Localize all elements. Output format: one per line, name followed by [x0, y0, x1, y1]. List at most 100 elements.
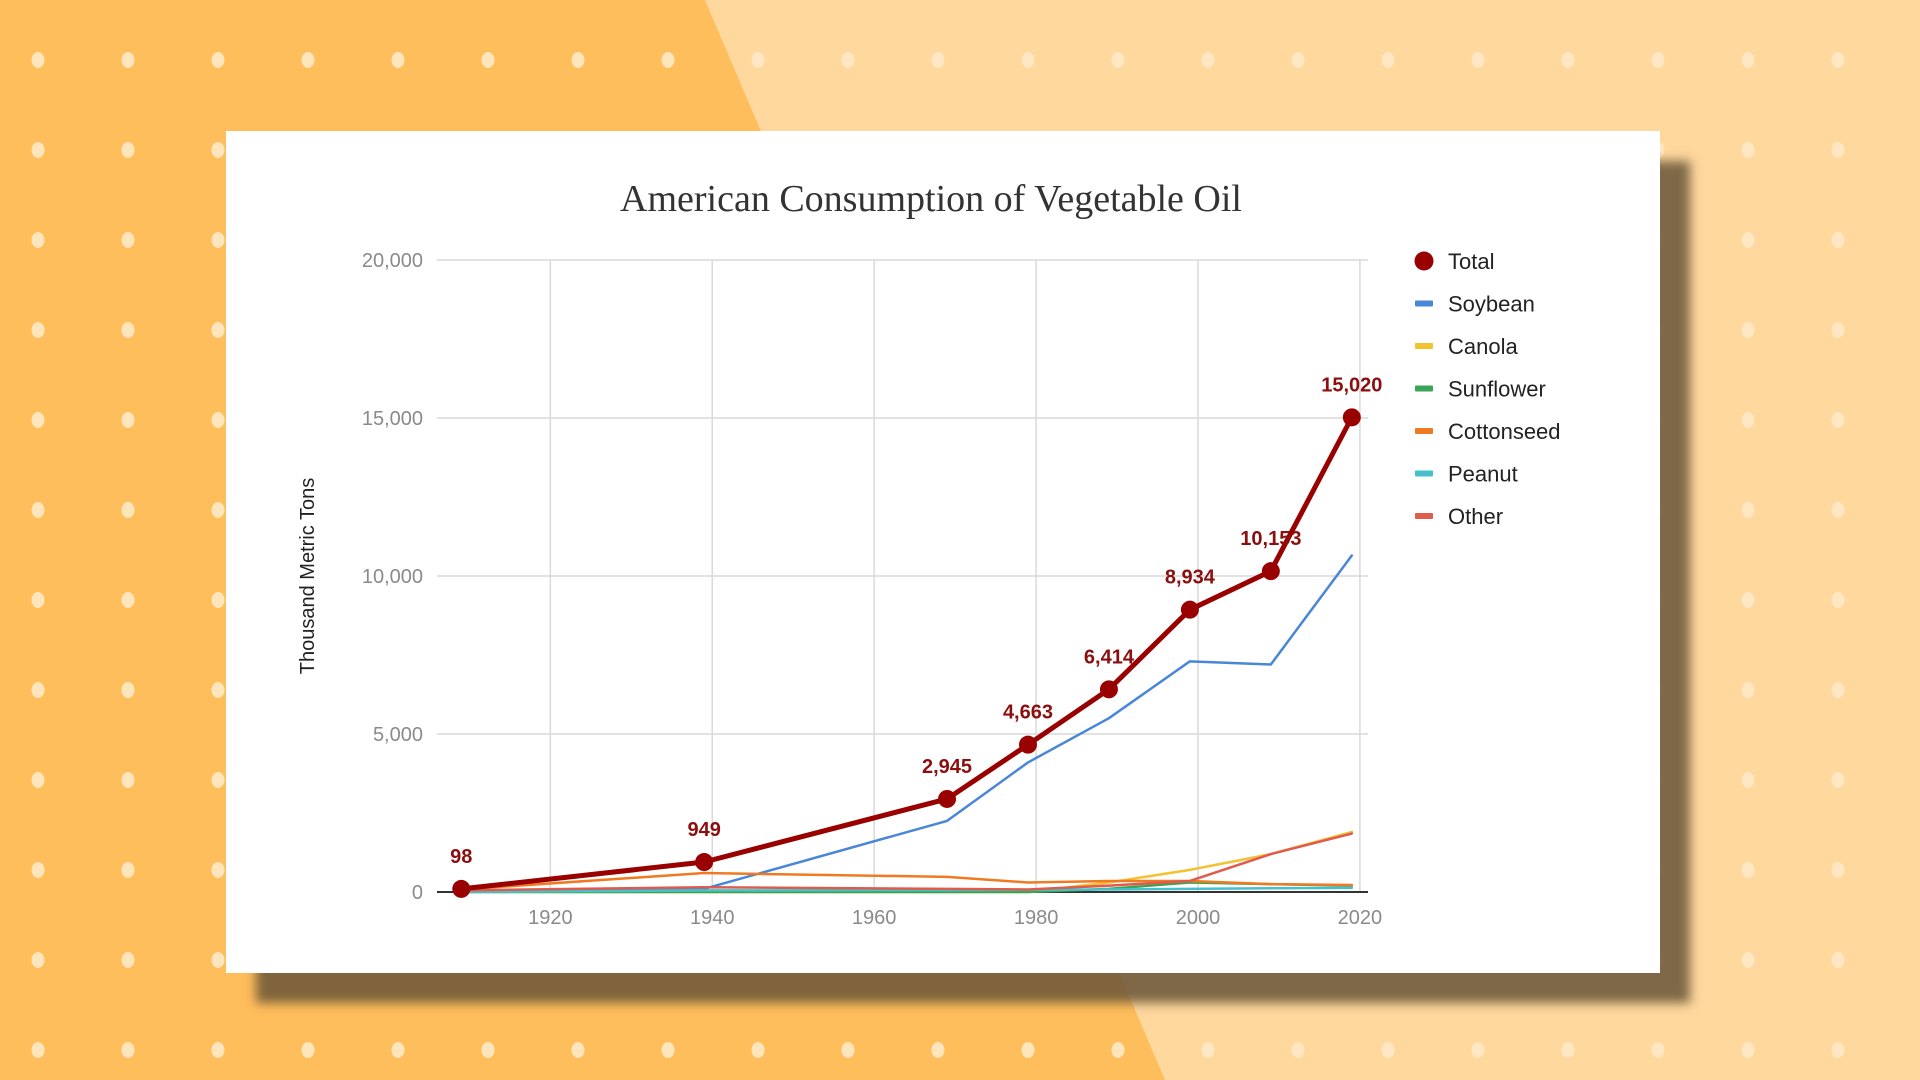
grid	[437, 259, 1368, 893]
data-point-total	[452, 879, 471, 898]
legend-marker-total	[1414, 251, 1434, 271]
background-dot	[121, 1042, 135, 1058]
background-dot	[1741, 682, 1755, 698]
background-dot	[1831, 592, 1845, 608]
data-label-total: 2,945	[922, 756, 972, 778]
background-dot	[301, 1042, 315, 1058]
background-dot	[391, 52, 405, 68]
background-dot	[841, 52, 855, 68]
background-dot	[1831, 952, 1845, 968]
background-dot	[121, 862, 135, 878]
background-dot	[211, 952, 225, 968]
y-tick-label: 10,000	[362, 566, 423, 588]
background-dot	[1741, 862, 1755, 878]
background-dot	[31, 322, 45, 338]
y-tick-label: 5,000	[373, 724, 423, 746]
background-dot	[1471, 52, 1485, 68]
background-dot	[1291, 1042, 1305, 1058]
y-tick-label: 20,000	[362, 250, 423, 272]
background-dot	[31, 502, 45, 518]
background-dot	[211, 142, 225, 158]
legend-marker-peanut	[1415, 470, 1433, 477]
background-dot	[121, 142, 135, 158]
background-dot	[1291, 52, 1305, 68]
background-dot	[1741, 232, 1755, 248]
chart-title: American Consumption of Vegetable Oil	[620, 178, 1242, 220]
legend-label-other: Other	[1448, 504, 1503, 529]
background-dot	[931, 52, 945, 68]
background-dot	[1201, 52, 1215, 68]
background-dot	[661, 1042, 675, 1058]
background-dot	[1651, 1042, 1665, 1058]
background-dot	[121, 232, 135, 248]
background-dot	[211, 412, 225, 428]
x-tick-label: 1940	[690, 907, 735, 929]
background-dot	[211, 322, 225, 338]
data-point-total	[1261, 562, 1280, 581]
legend-marker-canola	[1415, 343, 1433, 349]
background-dot	[1561, 1042, 1575, 1058]
x-tick-label: 1920	[528, 907, 573, 929]
data-point-total	[1018, 735, 1037, 754]
background-dot	[751, 52, 765, 68]
background-dot	[211, 52, 225, 68]
line-chart: American Consumption of Vegetable Oil 0 5,…	[297, 178, 1561, 929]
background-dot	[31, 772, 45, 788]
data-label-total: 15,020	[1321, 374, 1382, 396]
background-dot	[1111, 52, 1125, 68]
background-dot	[121, 52, 135, 68]
background-dot	[121, 322, 135, 338]
background-dot	[1561, 52, 1575, 68]
background-dot	[1741, 772, 1755, 788]
y-axis-label: Thousand Metric Tons	[297, 478, 319, 674]
data-point-total	[695, 853, 714, 872]
background-dot	[31, 412, 45, 428]
background-dot	[121, 412, 135, 428]
background-dot	[211, 502, 225, 518]
background-dot	[31, 1042, 45, 1058]
data-point-total	[1180, 600, 1199, 619]
background-dot	[211, 862, 225, 878]
background-dot	[301, 52, 315, 68]
background-dot	[1741, 142, 1755, 158]
background-dot	[211, 1042, 225, 1058]
data-label-total: 98	[450, 846, 472, 868]
background-dot	[1021, 52, 1035, 68]
background-dot	[211, 232, 225, 248]
background-dot	[31, 232, 45, 248]
legend-label-total: Total	[1448, 249, 1494, 274]
series-line-cottonseed	[460, 871, 1354, 891]
background-dot	[1381, 52, 1395, 68]
background-dot	[31, 862, 45, 878]
background-dot	[1741, 52, 1755, 68]
legend-marker-sunflower	[1415, 385, 1433, 392]
background-dot	[211, 772, 225, 788]
series-line-peanut	[460, 886, 1354, 894]
background-dot	[31, 142, 45, 158]
x-tick-label: 2020	[1338, 907, 1383, 929]
background-dot	[931, 1042, 945, 1058]
background-dot	[1831, 502, 1845, 518]
series-line-soybean	[460, 554, 1354, 894]
background-dot	[1741, 592, 1755, 608]
background-dot	[1111, 1042, 1125, 1058]
background-dot	[1021, 1042, 1035, 1058]
background-dot	[1831, 772, 1845, 788]
background-dot	[31, 682, 45, 698]
background-dot	[1741, 502, 1755, 518]
series-line-other	[460, 832, 1354, 892]
background-dot	[31, 952, 45, 968]
legend-marker-soybean	[1415, 300, 1433, 307]
background-dot	[1831, 412, 1845, 428]
data-point-total	[1342, 408, 1361, 427]
background-dot	[121, 592, 135, 608]
legend-label-peanut: Peanut	[1448, 462, 1518, 487]
background-dot	[1651, 52, 1665, 68]
legend-label-cottonseed: Cottonseed	[1448, 419, 1561, 444]
y-tick-label: 0	[412, 882, 423, 904]
series-line-total	[458, 414, 1355, 892]
data-point-total	[938, 789, 957, 808]
background-dot	[1741, 952, 1755, 968]
background-dot	[121, 952, 135, 968]
background-dot	[751, 1042, 765, 1058]
